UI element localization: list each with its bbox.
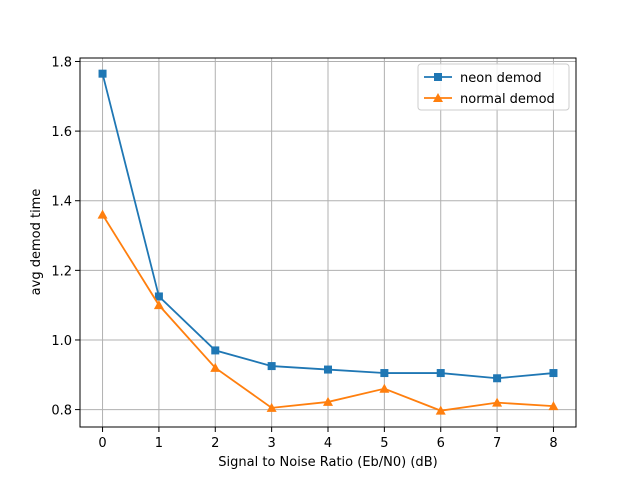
- x-tick-label: 0: [98, 436, 106, 451]
- legend-label: neon demod: [460, 71, 542, 86]
- y-tick-label: 1.8: [51, 55, 72, 70]
- x-axis-label: Signal to Noise Ratio (Eb/N0) (dB): [218, 455, 437, 470]
- data-point: [153, 300, 164, 310]
- series-lines: [97, 69, 559, 415]
- x-tick-label: 5: [380, 436, 388, 451]
- data-point: [98, 69, 107, 78]
- y-tick-label: 1.0: [51, 334, 72, 349]
- legend-marker: [433, 93, 443, 102]
- x-tick-label: 4: [324, 436, 332, 451]
- data-point: [379, 383, 390, 393]
- data-point: [436, 369, 445, 378]
- y-tick-label: 1.4: [51, 195, 72, 210]
- x-tick-label: 2: [211, 436, 219, 451]
- data-point: [549, 369, 558, 378]
- legend: neon demod normal demod: [417, 63, 570, 111]
- y-tick-label: 0.8: [51, 404, 72, 419]
- data-point: [266, 402, 277, 412]
- x-tick-label: 1: [155, 436, 163, 451]
- x-tick-label: 6: [437, 436, 445, 451]
- data-point: [267, 362, 276, 371]
- plot-frame: [79, 57, 577, 428]
- data-point: [97, 209, 108, 219]
- data-point: [323, 396, 333, 406]
- legend-label: normal demod: [460, 92, 555, 107]
- data-point: [154, 292, 163, 301]
- data-point: [210, 362, 221, 372]
- x-tick-label: 7: [493, 436, 501, 451]
- x-tick-label: 3: [267, 436, 275, 451]
- data-point: [380, 369, 389, 378]
- y-axis-label: avg demod time: [29, 189, 44, 296]
- axis-ticks: 0 1 2 3 4 5 6 7 8 0.8 1.0 1.2 1.4 1.6 1.8: [51, 55, 557, 451]
- data-point: [548, 401, 559, 411]
- legend-marker: [434, 73, 442, 81]
- y-tick-label: 1.2: [51, 264, 72, 279]
- legend-box: [417, 63, 570, 111]
- data-point: [435, 405, 446, 415]
- data-point: [211, 346, 220, 355]
- data-point: [492, 397, 503, 407]
- data-point: [493, 374, 502, 383]
- data-point: [324, 365, 332, 374]
- grid: [80, 58, 576, 427]
- x-tick-label: 8: [549, 436, 557, 451]
- y-tick-label: 1.6: [51, 125, 72, 140]
